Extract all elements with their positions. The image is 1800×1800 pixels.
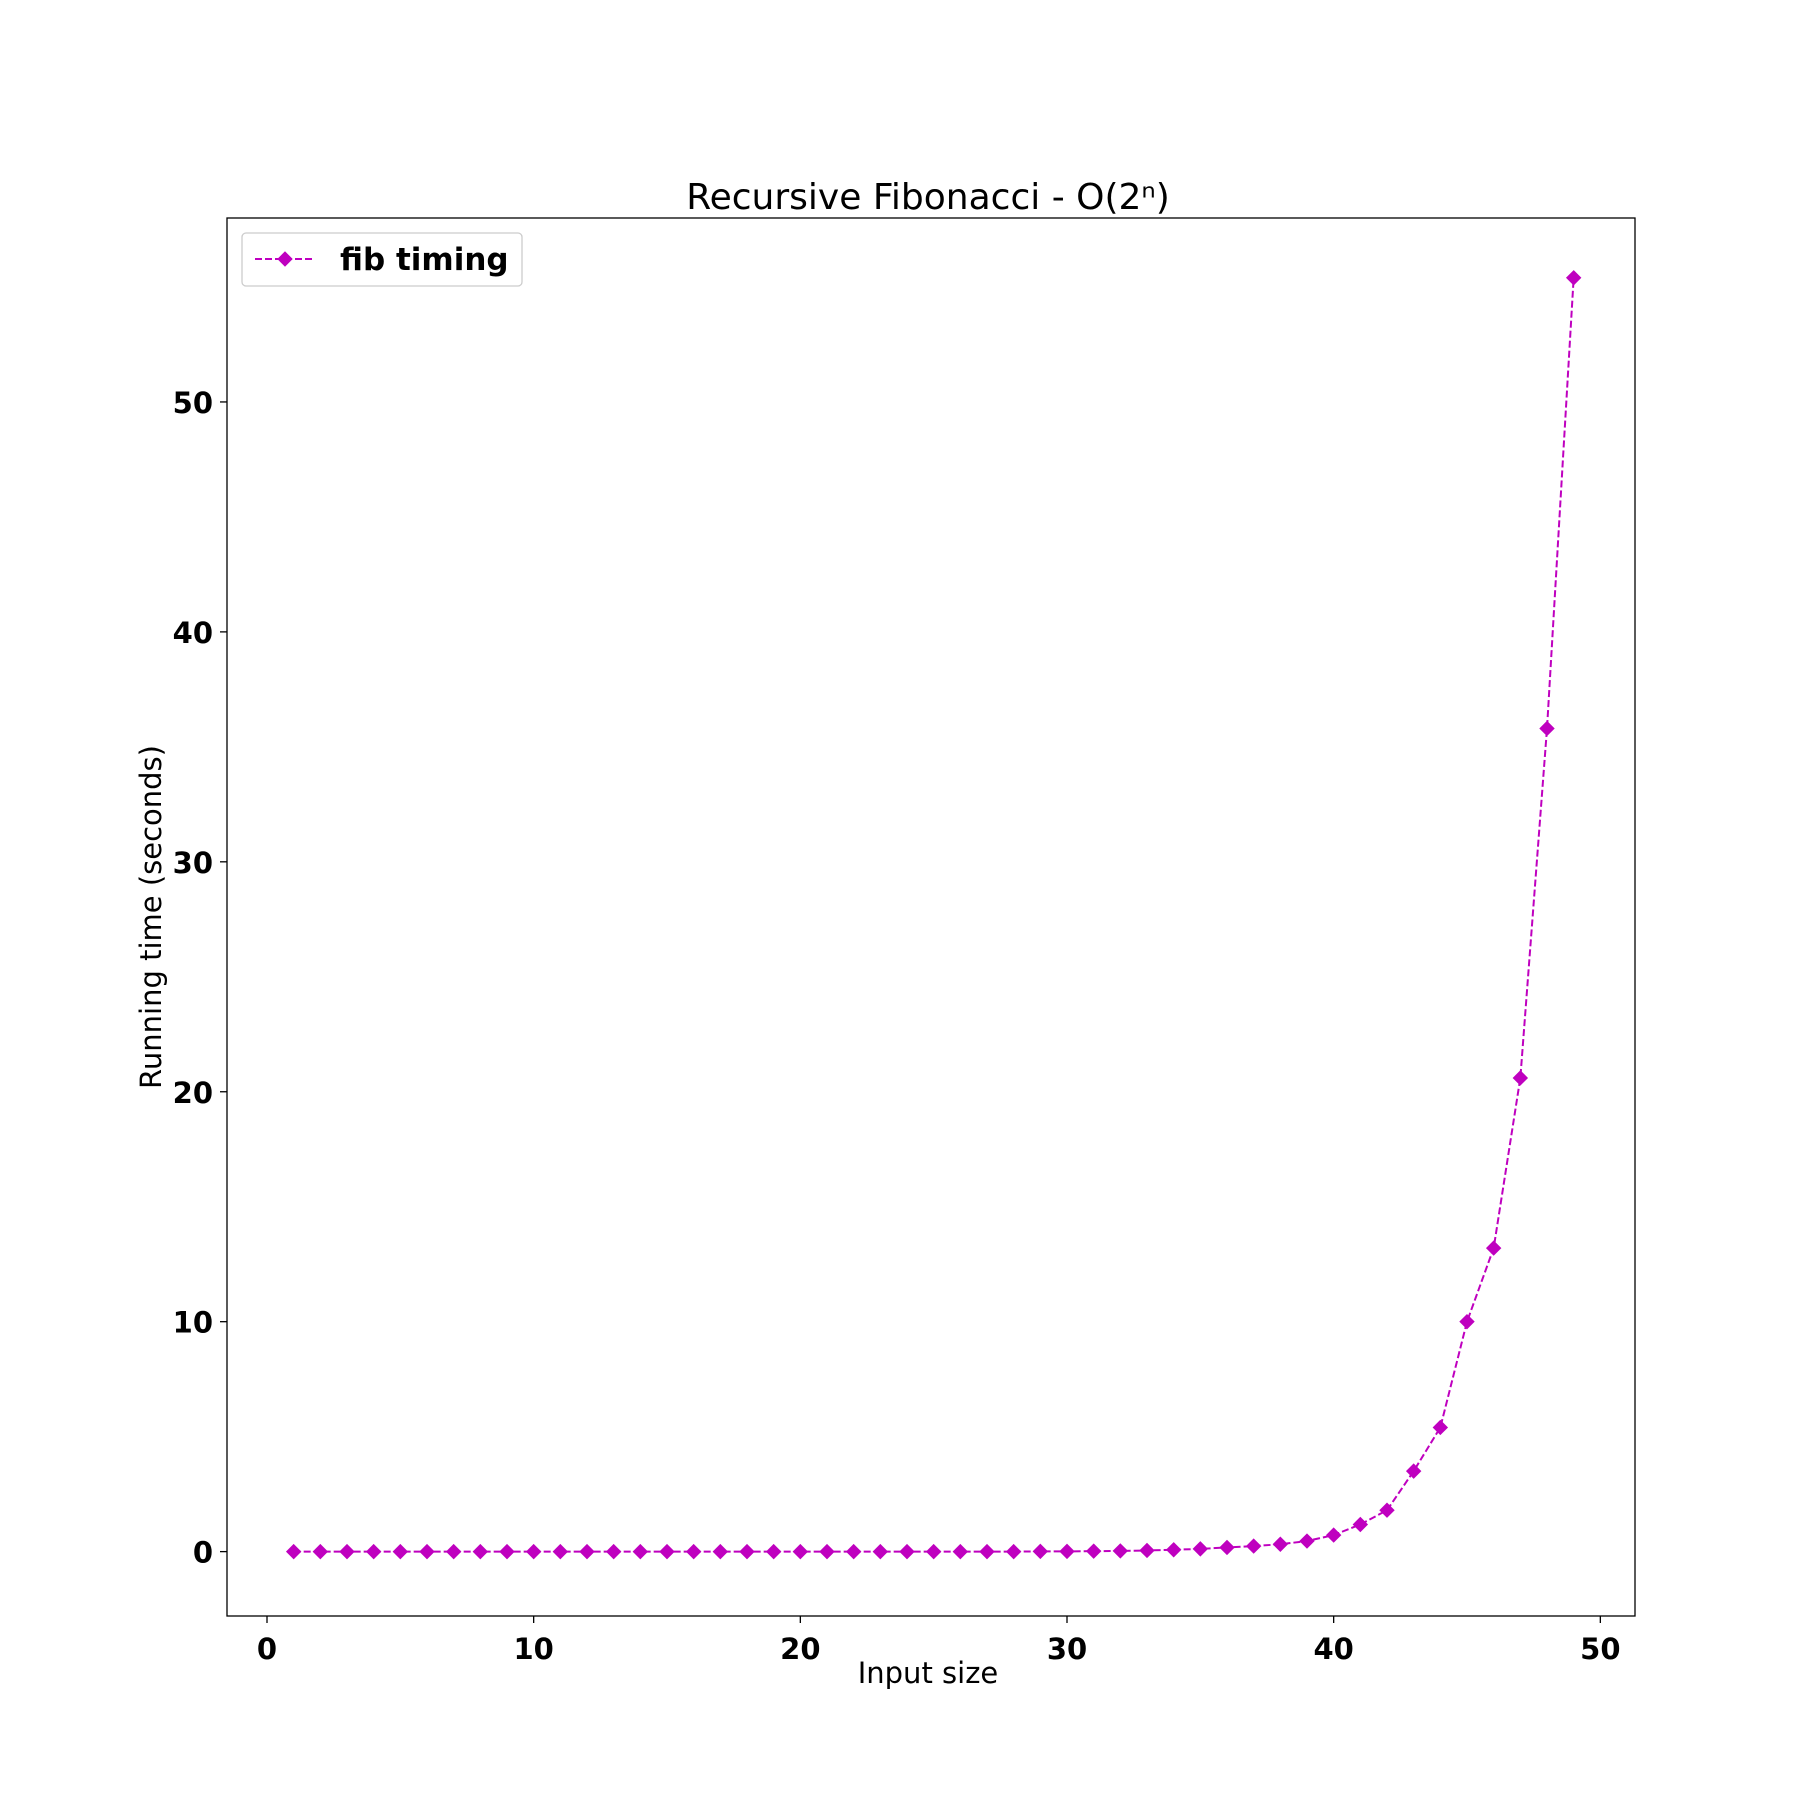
data-point <box>579 1543 595 1560</box>
x-tick-label: 30 <box>1047 1632 1087 1666</box>
data-point <box>1245 1538 1262 1554</box>
y-tick-label: 50 <box>173 386 213 420</box>
y-axis-label: Running time (seconds) <box>134 745 168 1089</box>
data-point <box>1539 720 1555 737</box>
data-point <box>819 1543 835 1560</box>
data-point <box>1085 1543 1102 1559</box>
series-line <box>293 277 1575 1553</box>
x-tick-label: 40 <box>1313 1632 1353 1666</box>
data-point <box>365 1543 382 1560</box>
data-point <box>1192 1541 1209 1557</box>
plot-frame <box>226 217 1636 1617</box>
legend-box <box>241 232 523 287</box>
legend-marker-sample <box>277 251 293 267</box>
data-point <box>1272 1536 1289 1552</box>
data-point <box>632 1543 649 1560</box>
data-point <box>285 1543 302 1560</box>
x-tick-label: 10 <box>513 1632 553 1666</box>
data-point <box>605 1543 622 1560</box>
data-point <box>1032 1543 1049 1560</box>
data-point <box>339 1543 355 1560</box>
y-axis: 0 10 20 30 40 50 <box>173 386 227 1570</box>
data-point <box>1512 1070 1529 1086</box>
data-point <box>765 1543 782 1560</box>
data-point <box>525 1543 542 1560</box>
x-axis-label: Input size <box>858 1656 999 1690</box>
data-point <box>1059 1543 1075 1560</box>
x-tick-label: 50 <box>1580 1632 1620 1666</box>
x-tick-label: 0 <box>257 1632 277 1666</box>
data-point <box>1325 1527 1342 1543</box>
data-point <box>1005 1543 1022 1560</box>
data-point <box>1485 1240 1502 1256</box>
data-point <box>1165 1542 1182 1558</box>
x-tick-label: 20 <box>780 1632 820 1666</box>
data-point <box>792 1543 809 1560</box>
data-point <box>1459 1313 1475 1330</box>
data-point <box>1432 1419 1449 1436</box>
data-point <box>952 1543 969 1560</box>
data-point <box>1405 1463 1422 1479</box>
data-point <box>1139 1542 1155 1559</box>
data-point <box>1299 1533 1315 1549</box>
data-point <box>552 1543 569 1560</box>
data-point <box>872 1543 889 1560</box>
data-point <box>712 1543 729 1560</box>
y-tick-label: 30 <box>173 846 213 880</box>
data-point <box>472 1543 489 1560</box>
y-tick-label: 20 <box>173 1076 213 1110</box>
data-point <box>419 1543 435 1560</box>
chart-title: Recursive Fibonacci - O(2ⁿ) <box>686 177 1170 218</box>
data-point <box>445 1543 462 1560</box>
data-point <box>499 1543 515 1560</box>
data-point <box>685 1543 702 1560</box>
data-point <box>1352 1516 1369 1533</box>
x-axis: 0 10 20 30 40 50 <box>257 1616 1621 1666</box>
data-point <box>659 1543 675 1560</box>
data-point <box>979 1543 995 1560</box>
plot-area <box>285 270 1582 1560</box>
data-point <box>899 1543 915 1560</box>
data-point <box>739 1543 755 1560</box>
y-tick-label: 0 <box>193 1536 213 1570</box>
y-tick-label: 40 <box>173 616 213 650</box>
data-point <box>1112 1543 1129 1559</box>
data-point <box>1379 1502 1395 1518</box>
data-point <box>312 1543 329 1560</box>
data-point <box>845 1543 862 1560</box>
data-point <box>925 1543 942 1560</box>
legend: fib timing <box>241 232 523 287</box>
data-point <box>1565 270 1582 286</box>
data-point <box>392 1543 409 1560</box>
y-tick-label: 10 <box>173 1306 213 1340</box>
data-point <box>1219 1539 1235 1556</box>
legend-label: fib timing <box>340 242 509 278</box>
